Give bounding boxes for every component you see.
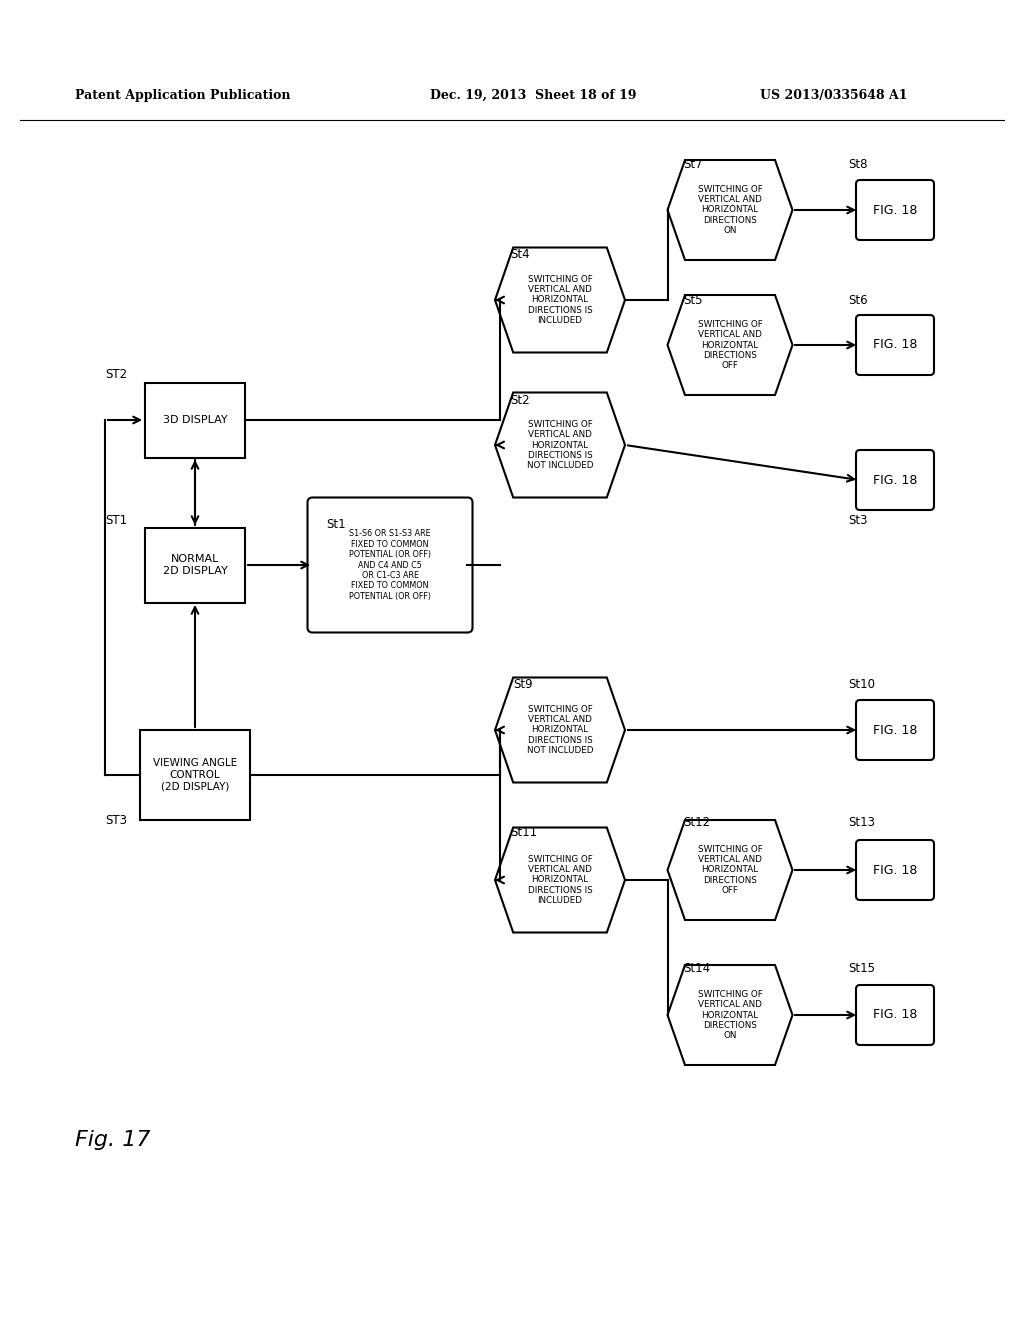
Text: St7: St7 [683,158,702,172]
Text: SWITCHING OF
VERTICAL AND
HORIZONTAL
DIRECTIONS IS
NOT INCLUDED: SWITCHING OF VERTICAL AND HORIZONTAL DIR… [526,705,593,755]
Text: St6: St6 [848,293,867,306]
Polygon shape [495,828,625,932]
Text: FIG. 18: FIG. 18 [872,338,918,351]
Text: St15: St15 [848,961,874,974]
Text: St10: St10 [848,678,874,692]
Text: SWITCHING OF
VERTICAL AND
HORIZONTAL
DIRECTIONS
ON: SWITCHING OF VERTICAL AND HORIZONTAL DIR… [697,990,763,1040]
Text: FIG. 18: FIG. 18 [872,863,918,876]
Text: St13: St13 [848,817,874,829]
Text: SWITCHING OF
VERTICAL AND
HORIZONTAL
DIRECTIONS IS
INCLUDED: SWITCHING OF VERTICAL AND HORIZONTAL DIR… [527,275,592,325]
Text: US 2013/0335648 A1: US 2013/0335648 A1 [760,88,907,102]
FancyBboxPatch shape [856,700,934,760]
Text: SWITCHING OF
VERTICAL AND
HORIZONTAL
DIRECTIONS IS
INCLUDED: SWITCHING OF VERTICAL AND HORIZONTAL DIR… [527,855,592,906]
Polygon shape [668,965,793,1065]
FancyBboxPatch shape [856,985,934,1045]
Text: St9: St9 [513,678,532,692]
Text: SWITCHING OF
VERTICAL AND
HORIZONTAL
DIRECTIONS IS
NOT INCLUDED: SWITCHING OF VERTICAL AND HORIZONTAL DIR… [526,420,593,470]
Text: SWITCHING OF
VERTICAL AND
HORIZONTAL
DIRECTIONS
OFF: SWITCHING OF VERTICAL AND HORIZONTAL DIR… [697,319,763,371]
Polygon shape [495,392,625,498]
Polygon shape [668,820,793,920]
Text: 3D DISPLAY: 3D DISPLAY [163,414,227,425]
Text: FIG. 18: FIG. 18 [872,1008,918,1022]
Text: St1: St1 [326,519,346,532]
Text: FIG. 18: FIG. 18 [872,203,918,216]
Text: ST3: ST3 [105,813,127,826]
Polygon shape [495,248,625,352]
Text: VIEWING ANGLE
CONTROL
(2D DISPLAY): VIEWING ANGLE CONTROL (2D DISPLAY) [153,759,238,792]
Text: S1-S6 OR S1-S3 ARE
FIXED TO COMMON
POTENTIAL (OR OFF)
AND C4 AND C5
OR C1-C3 ARE: S1-S6 OR S1-S3 ARE FIXED TO COMMON POTEN… [349,529,431,601]
Text: St2: St2 [510,393,529,407]
Text: ST1: ST1 [105,513,127,527]
Polygon shape [668,160,793,260]
Text: FIG. 18: FIG. 18 [872,474,918,487]
Text: St5: St5 [683,293,702,306]
Text: St14: St14 [683,961,710,974]
FancyBboxPatch shape [307,498,472,632]
FancyBboxPatch shape [856,840,934,900]
Text: SWITCHING OF
VERTICAL AND
HORIZONTAL
DIRECTIONS
OFF: SWITCHING OF VERTICAL AND HORIZONTAL DIR… [697,845,763,895]
Text: Fig. 17: Fig. 17 [75,1130,151,1150]
FancyBboxPatch shape [856,450,934,510]
Text: St3: St3 [848,513,867,527]
Text: NORMAL
2D DISPLAY: NORMAL 2D DISPLAY [163,554,227,576]
Polygon shape [668,294,793,395]
Text: Patent Application Publication: Patent Application Publication [75,88,291,102]
FancyBboxPatch shape [856,180,934,240]
FancyBboxPatch shape [140,730,250,820]
Polygon shape [495,677,625,783]
FancyBboxPatch shape [145,383,245,458]
Text: FIG. 18: FIG. 18 [872,723,918,737]
FancyBboxPatch shape [856,315,934,375]
Text: SWITCHING OF
VERTICAL AND
HORIZONTAL
DIRECTIONS
ON: SWITCHING OF VERTICAL AND HORIZONTAL DIR… [697,185,763,235]
Text: St11: St11 [510,825,538,838]
Text: St8: St8 [848,158,867,172]
Text: St12: St12 [683,817,710,829]
Text: St4: St4 [510,248,529,261]
FancyBboxPatch shape [145,528,245,602]
Text: Dec. 19, 2013  Sheet 18 of 19: Dec. 19, 2013 Sheet 18 of 19 [430,88,637,102]
Text: ST2: ST2 [105,368,127,381]
